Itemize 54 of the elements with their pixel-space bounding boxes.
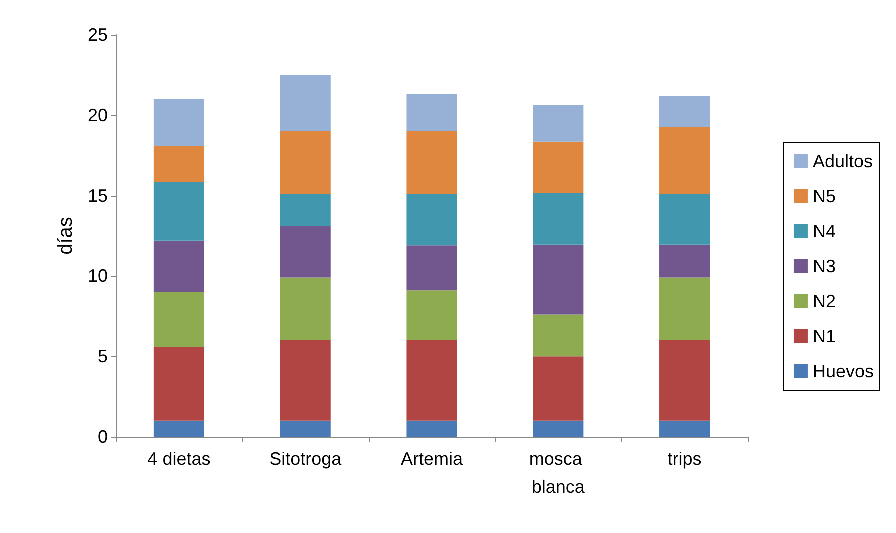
bar [406,246,458,291]
x-tick-label: mosca blanca [529,449,588,497]
bar [406,94,458,132]
legend-label: N3 [812,256,836,276]
bar [533,142,584,194]
bar [154,240,204,292]
x-tick-label: 4 dietas [148,449,211,469]
bar [406,194,458,246]
x-tick-label: Artemia [400,449,464,469]
bar [154,146,204,182]
bar [280,420,331,437]
bar [280,278,331,341]
bar [533,420,584,437]
bar [154,420,204,437]
y-tick-label: 25 [88,25,108,45]
bar [154,99,204,146]
bar [406,131,458,194]
x-tick-label: trips [668,449,702,469]
legend-label: N5 [812,186,836,206]
legend-label: N2 [812,292,836,312]
y-axis-title: días [55,217,77,255]
bar [660,278,710,341]
bar [280,131,331,194]
bar [154,182,204,241]
bar [660,340,710,421]
y-tick-label: 0 [98,427,108,447]
legend-label: Adultos [812,152,874,172]
bar [280,75,331,132]
bar [280,194,331,226]
bar [533,193,584,245]
bar [533,356,584,421]
x-tick-label: Sitotroga [270,449,343,469]
bar [533,314,584,357]
legend-label: N4 [812,222,836,242]
bar [660,194,710,245]
y-tick-label: 5 [98,346,108,367]
bar [533,104,584,142]
legend-label: Huevos [812,362,874,382]
bar [660,127,710,194]
bar [280,226,331,278]
bar [154,346,204,421]
y-tick-label: 10 [88,266,108,286]
bar [154,292,204,347]
bar [660,420,710,437]
bar [660,96,710,128]
bar [533,244,584,315]
bar [406,340,458,421]
y-tick-label: 15 [88,186,108,206]
y-tick-label: 20 [88,105,108,126]
bar [660,244,710,278]
bar [406,290,458,341]
bar [280,340,331,421]
legend-label: N1 [812,326,836,346]
bar [406,420,458,437]
